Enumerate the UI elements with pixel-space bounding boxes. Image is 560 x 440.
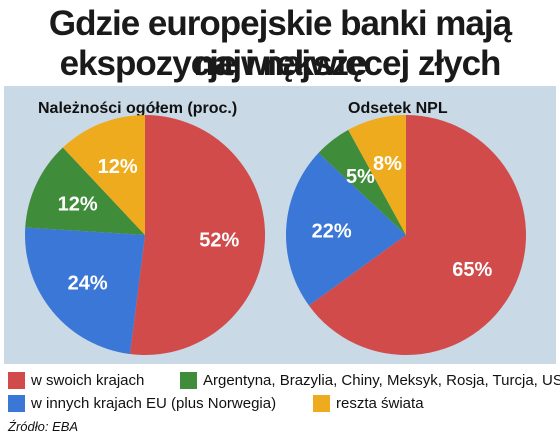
pie-chart-1: 52% 24% 12%12% — [25, 114, 266, 355]
pie-chart-2: 65% 22% 5%8% — [285, 114, 527, 355]
legend-item-rest-of-world: reszta świata — [313, 394, 424, 412]
legend-swatch — [180, 371, 197, 389]
pie-slice — [25, 147, 146, 235]
pie-slice-label: 8% — [373, 153, 402, 175]
pie-slice-label: 5% — [346, 166, 375, 188]
pie-slice-label: 22% — [312, 220, 352, 242]
legend-swatch — [313, 394, 330, 412]
pie-slice — [348, 114, 406, 235]
pie-slice — [285, 152, 406, 306]
legend-swatch — [8, 371, 25, 389]
pie-slice — [129, 114, 266, 355]
pie-slice-label: 12% — [58, 193, 98, 215]
legend-label: w innych krajach EU (plus Norwegia) — [31, 394, 277, 412]
pie-slice — [308, 115, 527, 355]
legend-label: Argentyna, Brazylia, Chiny, Meksyk, Rosj… — [203, 371, 560, 389]
pie-1-title: Należności ogółem (proc.) — [38, 100, 238, 117]
legend-label: w swoich krajach — [31, 371, 145, 389]
legend-swatch — [8, 394, 25, 412]
source-note: Źródło: EBA — [8, 419, 79, 434]
pie-slice — [62, 114, 145, 235]
pie-slice-label: 12% — [98, 156, 138, 178]
pie-slice — [318, 129, 406, 235]
pie-2-title: Odsetek NPL — [348, 100, 448, 117]
pie-slice-label: 52% — [199, 230, 239, 252]
legend-item-home: w swoich krajach — [8, 371, 144, 389]
legend-item-eu: w innych krajach EU (plus Norwegia) — [8, 394, 276, 412]
legend-item-other-countries: Argentyna, Brazylia, Chiny, Meksyk, Rosj… — [180, 371, 560, 389]
legend: w swoich krajach Argentyna, Brazylia, Ch… — [4, 366, 560, 416]
legend-label: reszta świata — [336, 394, 424, 412]
pie-slice-label: 24% — [68, 272, 108, 294]
chart-title-line-1: Gdzie europejskie banki mają największe — [48, 4, 512, 83]
pie-slice-label: 65% — [452, 259, 492, 281]
pie-slice — [25, 227, 145, 355]
